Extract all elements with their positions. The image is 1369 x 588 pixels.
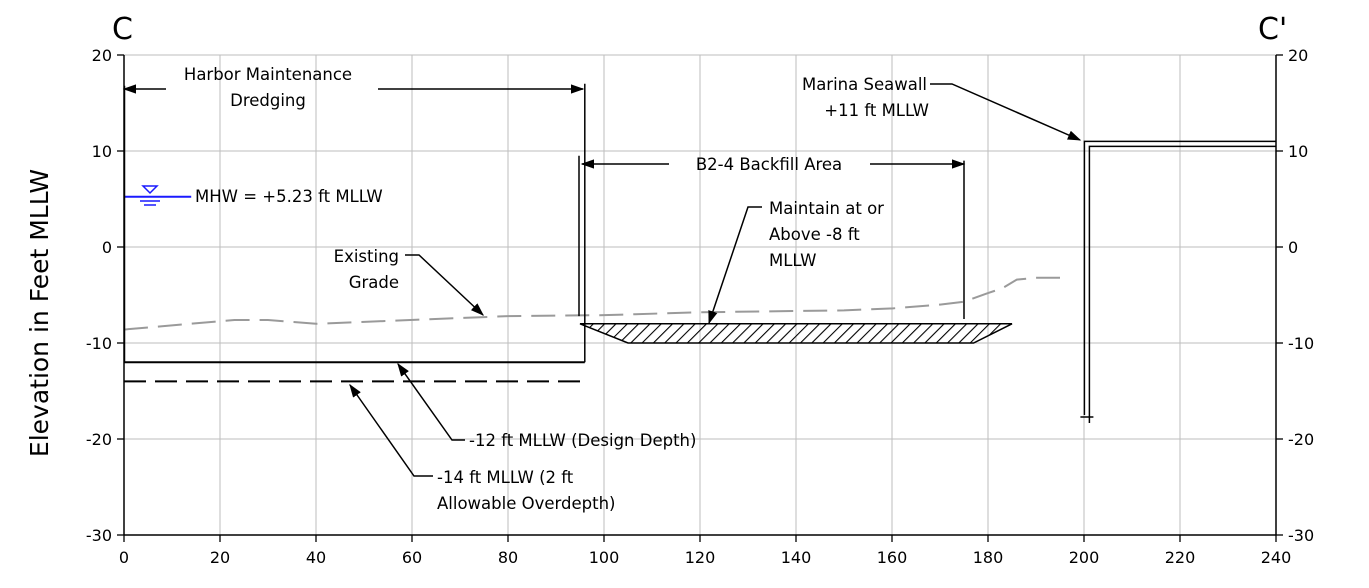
- existing-grade-line2: Grade: [349, 273, 399, 292]
- overdepth-leader: [350, 385, 433, 476]
- maintain-depth-line3: MLLW: [769, 251, 816, 270]
- harbor-dredging-annotation: Harbor Maintenance Dredging: [124, 65, 583, 110]
- y-tick-label-right-1: 10: [1288, 142, 1308, 161]
- y-tick-labels-right: 20 10 0 -10 -20 -30: [1288, 46, 1314, 545]
- grid-lines: [124, 55, 1276, 535]
- existing-grade-line1: Existing: [334, 247, 399, 266]
- section-label-left: C: [112, 12, 133, 47]
- overdepth-label-line2: Allowable Overdepth): [437, 494, 615, 513]
- seawall-label-line1: Marina Seawall: [802, 75, 927, 94]
- seawall-label-line2: +11 ft MLLW: [824, 101, 929, 120]
- overdepth-label-line1: -14 ft MLLW (2 ft: [437, 468, 574, 487]
- y-tick-label-left-5: -30: [86, 526, 112, 545]
- harbor-dredging-label-line2: Dredging: [230, 91, 306, 110]
- x-tick-label-6: 120: [685, 548, 716, 567]
- y-tick-label-left-2: 0: [102, 238, 112, 257]
- y-tick-label-right-2: 0: [1288, 238, 1298, 257]
- x-tick-label-4: 80: [498, 548, 518, 567]
- water-level-icon: [143, 186, 157, 193]
- seawall-leader: [930, 84, 1080, 140]
- existing-grade-line: [124, 278, 1060, 330]
- y-tick-label-right-5: -30: [1288, 526, 1314, 545]
- existing-grade-leader: [405, 255, 483, 315]
- backfill-area-annotation: B2-4 Backfill Area: [582, 155, 964, 174]
- x-tick-label-7: 140: [781, 548, 812, 567]
- maintain-depth-line2: Above -8 ft: [769, 225, 860, 244]
- x-tick-label-3: 60: [402, 548, 422, 567]
- y-tick-label-right-0: 20: [1288, 46, 1308, 65]
- mhw-label: MHW = +5.23 ft MLLW: [195, 187, 383, 206]
- y-tick-label-right-4: -20: [1288, 430, 1314, 449]
- y-tick-label-left-1: 10: [92, 142, 112, 161]
- harbor-dredging-label-line1: Harbor Maintenance: [184, 65, 352, 84]
- x-tick-label-9: 180: [973, 548, 1004, 567]
- x-tick-label-5: 100: [589, 548, 620, 567]
- y-tick-labels-left: 20 10 0 -10 -20 -30: [86, 46, 112, 545]
- y-tick-label-left-4: -20: [86, 430, 112, 449]
- backfill-area-label: B2-4 Backfill Area: [696, 155, 842, 174]
- design-depth-label: -12 ft MLLW (Design Depth): [469, 431, 696, 450]
- maintain-depth-annotation: Maintain at or Above -8 ft MLLW: [709, 199, 884, 323]
- x-tick-label-2: 40: [306, 548, 326, 567]
- x-tick-label-0: 0: [119, 548, 129, 567]
- y-tick-label-right-3: -10: [1288, 334, 1314, 353]
- x-tick-label-12: 240: [1261, 548, 1292, 567]
- x-tick-labels: 0 20 40 60 80 100 120 140 160 180 200 220 240: [119, 548, 1291, 567]
- seawall-annotation: Marina Seawall +11 ft MLLW: [802, 75, 1080, 140]
- maintain-depth-leader: [709, 207, 762, 323]
- y-axis-label: Elevation in Feet MLLW: [25, 169, 54, 457]
- x-tick-label-11: 220: [1165, 548, 1196, 567]
- x-tick-label-10: 200: [1069, 548, 1100, 567]
- y-tick-label-left-0: 20: [92, 46, 112, 65]
- design-depth-annotation: -12 ft MLLW (Design Depth): [398, 364, 696, 450]
- y-tick-label-left-3: -10: [86, 334, 112, 353]
- seawall-inner: [1089, 146, 1276, 423]
- design-depth-leader: [398, 364, 465, 440]
- x-tick-label-1: 20: [210, 548, 230, 567]
- maintain-depth-line1: Maintain at or: [769, 199, 884, 218]
- existing-grade-annotation: Existing Grade: [334, 247, 483, 315]
- x-tick-label-8: 160: [877, 548, 908, 567]
- backfill-area-hatch: [580, 324, 1012, 343]
- section-label-right: C': [1258, 12, 1287, 47]
